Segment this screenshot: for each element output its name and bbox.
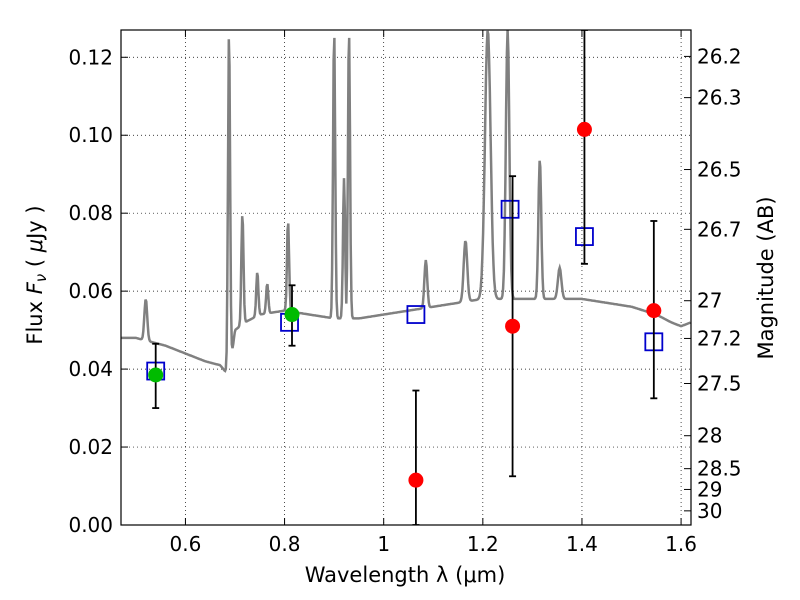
- y-tick-label: 0.02: [68, 435, 113, 459]
- x-tick-label: 0.8: [269, 532, 301, 556]
- right-tick-label: 27.5: [697, 371, 742, 395]
- x-axis-label: Wavelength λ (μm): [305, 563, 506, 587]
- y-tick-label: 0.12: [68, 45, 113, 69]
- x-tick-label: 0.6: [170, 532, 202, 556]
- right-tick-label: 26.5: [697, 158, 742, 182]
- right-tick-label: 26.3: [697, 86, 742, 110]
- y-axis-label: Flux Fν ( μJy ): [23, 205, 50, 344]
- x-tick-label: 1.6: [665, 532, 697, 556]
- axes-frame: [120, 29, 692, 526]
- flux-point-marker: [505, 318, 521, 334]
- model-square-marker: [406, 305, 426, 324]
- x-tick-label: 1.4: [566, 532, 598, 556]
- flux-point-marker: [148, 367, 164, 383]
- right-tick-label: 30: [697, 499, 722, 523]
- model-square-marker: [500, 199, 520, 219]
- y-tick-label: 0.08: [68, 201, 113, 225]
- y-tick-label: 0.10: [68, 123, 113, 147]
- y-tick-label: 0.06: [68, 279, 113, 303]
- y-tick-label: 0.04: [68, 357, 113, 381]
- right-tick-label: 29: [697, 477, 722, 501]
- right-tick-label: 27.2: [697, 326, 742, 350]
- right-tick-label: 27: [697, 289, 722, 313]
- flux-point-marker: [284, 307, 300, 323]
- plot-area: [121, 30, 691, 525]
- y-tick-label: 0.00: [68, 513, 113, 537]
- spectrum-line: [121, 30, 691, 373]
- right-axis-label: Magnitude (AB): [754, 196, 778, 359]
- flux-point-marker: [646, 303, 662, 319]
- x-tick-label: 1.2: [467, 532, 499, 556]
- right-tick-label: 26.2: [697, 44, 742, 68]
- flux-point-marker: [408, 472, 424, 488]
- flux-point-marker: [576, 121, 592, 137]
- ticks: 0.6 0.8 1 1.2 1.4 1.6 0.00 0.02 0.04 0.06 0.08 0.10…: [68, 30, 742, 556]
- right-tick-label: 26.7: [697, 217, 742, 241]
- x-tick-label: 1: [377, 532, 390, 556]
- right-tick-label: 28: [697, 424, 722, 448]
- grid: [121, 30, 691, 526]
- right-tick-label: 28.5: [697, 457, 742, 481]
